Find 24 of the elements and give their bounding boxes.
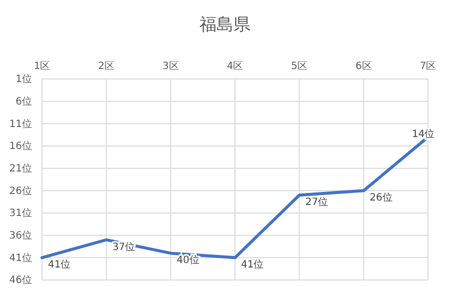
y-tick-label: 31位 xyxy=(9,207,32,220)
data-label: 40位 xyxy=(176,254,200,266)
y-tick-label: 16位 xyxy=(9,140,32,152)
y-tick-label: 1位 xyxy=(16,73,32,86)
y-tick-label: 41位 xyxy=(9,252,32,264)
x-tick-label: 1区 xyxy=(34,61,50,72)
y-tick-label: 11位 xyxy=(9,118,32,130)
x-tick-label: 7区 xyxy=(420,61,436,72)
x-tick-label: 5区 xyxy=(291,61,308,72)
y-tick-label: 46位 xyxy=(9,274,32,286)
data-label: 41位 xyxy=(241,258,264,271)
data-label: 41位 xyxy=(48,258,71,271)
x-tick-label: 2区 xyxy=(98,61,115,72)
y-tick-label: 6位 xyxy=(16,96,32,108)
y-tick-label: 36位 xyxy=(9,230,32,242)
x-tick-label: 4区 xyxy=(226,61,244,72)
data-label: 14位 xyxy=(412,128,435,140)
y-tick-label: 26位 xyxy=(9,184,32,197)
x-tick-label: 6区 xyxy=(355,61,372,72)
data-label: 26位 xyxy=(370,192,392,204)
data-label: 27位 xyxy=(305,196,328,208)
x-tick-label: 3区 xyxy=(162,61,179,72)
chart-title: 福島県 xyxy=(200,15,250,35)
y-tick-label: 21位 xyxy=(9,162,32,175)
